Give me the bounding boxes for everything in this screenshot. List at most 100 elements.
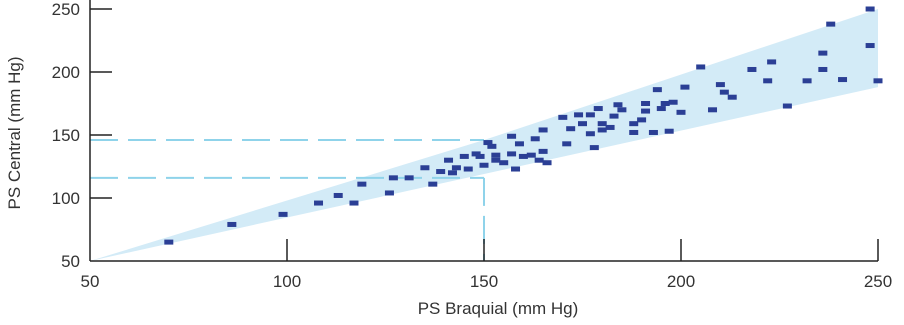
data-point-52 (617, 107, 627, 113)
data-point-59 (652, 87, 662, 93)
data-point-23 (487, 143, 497, 149)
data-point-66 (696, 64, 706, 70)
data-point-58 (648, 129, 658, 135)
reference-lines (90, 139, 485, 261)
data-point-17 (459, 153, 469, 159)
data-point-26 (499, 160, 509, 166)
data-point-14 (444, 157, 454, 163)
data-point-62 (664, 128, 674, 134)
data-point-35 (538, 148, 548, 154)
data-point-11 (420, 165, 430, 171)
x-tick-label-50: 50 (81, 272, 100, 291)
data-point-77 (818, 66, 828, 72)
x-tick-label-150: 150 (470, 272, 498, 291)
y-axis-title: PS Central (mm Hg) (5, 56, 24, 209)
data-point-22 (483, 140, 493, 146)
data-point-16 (451, 165, 461, 171)
data-point-36 (538, 127, 548, 133)
data-point-39 (562, 141, 572, 147)
data-point-4 (314, 200, 324, 206)
data-point-71 (747, 66, 757, 72)
data-point-12 (428, 181, 438, 187)
tick-labels: 50 100 150 200 250 50 100 150 200 250 (52, 0, 893, 291)
data-point-70 (727, 94, 737, 100)
y-tick-label-100: 100 (52, 189, 80, 208)
data-point-54 (629, 121, 639, 127)
y-tick-label-150: 150 (52, 126, 80, 145)
data-point-34 (534, 157, 544, 163)
data-point-18 (463, 166, 473, 172)
data-point-29 (511, 166, 521, 172)
data-point-27 (507, 133, 517, 139)
data-point-63 (668, 99, 678, 105)
data-point-19 (471, 151, 481, 157)
data-point-64 (676, 109, 686, 115)
data-point-49 (605, 124, 615, 130)
y-tick-label-50: 50 (61, 252, 80, 271)
data-point-25 (491, 152, 501, 158)
data-points (164, 6, 883, 245)
data-point-72 (763, 78, 773, 84)
data-point-53 (629, 129, 639, 135)
data-point-60 (656, 106, 666, 112)
tick-marks (90, 8, 879, 261)
data-point-42 (578, 121, 587, 127)
x-tick-label-100: 100 (273, 272, 301, 291)
x-tick-label-250: 250 (864, 272, 892, 291)
data-point-73 (767, 59, 777, 65)
data-point-55 (637, 117, 647, 123)
data-point-7 (357, 181, 367, 187)
data-point-9 (388, 175, 398, 181)
data-point-30 (514, 141, 524, 147)
data-point-43 (585, 131, 595, 137)
data-point-3 (278, 211, 288, 217)
data-point-38 (558, 114, 568, 120)
data-point-2 (227, 221, 237, 227)
data-point-10 (404, 175, 414, 181)
data-point-51 (613, 102, 623, 108)
data-point-1 (164, 239, 174, 245)
y-tick-label-200: 200 (52, 63, 80, 82)
data-point-61 (660, 101, 670, 106)
data-point-82 (865, 6, 875, 12)
data-point-40 (566, 126, 576, 132)
data-point-44 (585, 112, 595, 118)
data-point-78 (826, 21, 836, 27)
data-point-81 (873, 78, 883, 84)
data-point-32 (526, 152, 536, 158)
data-point-46 (593, 106, 603, 112)
data-point-47 (597, 127, 607, 133)
data-point-68 (715, 82, 725, 88)
data-point-33 (530, 136, 540, 142)
data-point-74 (782, 103, 792, 109)
y-tick-label-250: 250 (52, 0, 80, 19)
data-point-45 (589, 145, 599, 151)
data-point-31 (518, 153, 528, 159)
data-point-65 (680, 84, 690, 90)
data-point-48 (597, 121, 607, 127)
data-point-57 (641, 108, 651, 114)
data-point-79 (838, 77, 848, 83)
data-point-15 (447, 170, 457, 176)
data-point-24 (491, 157, 501, 163)
data-point-37 (542, 160, 552, 166)
data-point-75 (802, 78, 812, 84)
data-point-13 (436, 169, 446, 175)
data-point-69 (719, 89, 729, 95)
x-axis-title: PS Braquial (mm Hg) (418, 299, 579, 318)
data-point-76 (818, 50, 828, 56)
data-point-80 (865, 43, 875, 49)
x-tick-label-200: 200 (667, 272, 695, 291)
data-point-56 (641, 101, 651, 106)
data-point-50 (609, 113, 619, 119)
data-point-41 (574, 112, 584, 118)
data-point-5 (333, 192, 343, 198)
data-point-8 (384, 190, 394, 196)
data-point-6 (349, 200, 359, 206)
data-point-67 (708, 107, 718, 113)
data-point-21 (479, 162, 489, 168)
data-point-20 (475, 153, 485, 159)
data-point-28 (507, 151, 517, 157)
